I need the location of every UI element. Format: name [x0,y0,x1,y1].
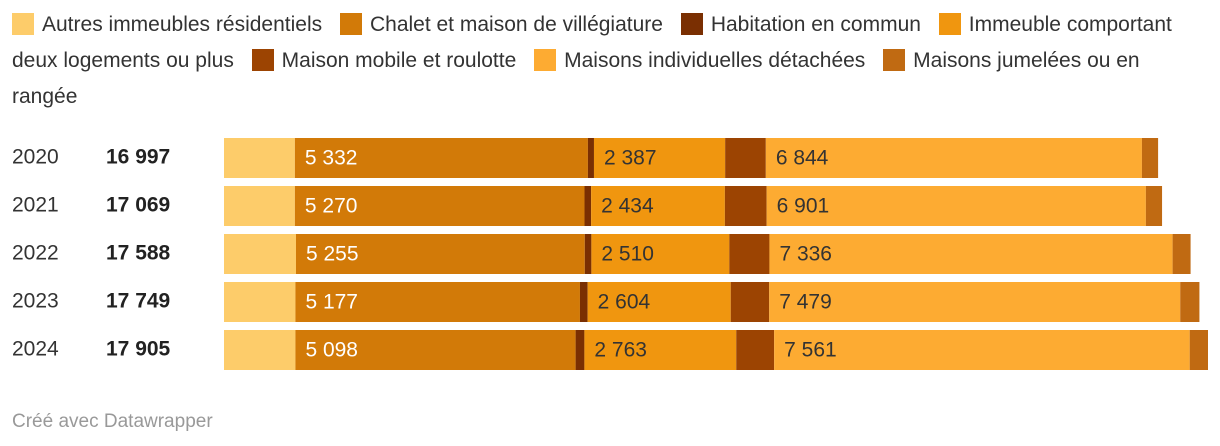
total-label: 16 997 [106,146,170,169]
legend-swatch [534,49,557,71]
value-label: 2 387 [604,147,657,170]
bar-segment [724,186,767,226]
bar-segment [584,234,592,274]
legend-label: Autres immeubles résidentiels [42,13,323,36]
bar-segment [1189,330,1208,370]
bar-segment [769,282,1181,322]
bar-segment [591,186,725,226]
year-label: 2021 [12,194,59,217]
legend-label: Habitation en commun [710,13,921,36]
year-label: 2024 [12,338,59,361]
total-label: 17 588 [106,242,171,265]
source: Créé avec Datawrapper [12,411,213,432]
bar-segment [579,282,588,322]
value-label: 7 336 [779,243,832,266]
legend-swatch [938,13,961,35]
bar-segment [593,138,726,178]
total-label: 17 749 [106,290,170,313]
value-label: 6 901 [777,195,830,218]
legend-label: Immeuble comportant deux logements ou pl… [12,13,1172,72]
legend-item: Chalet et maison de villégiature [339,13,663,36]
legend-label: Maison mobile et roulotte [281,49,517,72]
legend-item: Maison mobile et roulotte [251,49,517,72]
value-label: 5 098 [305,339,358,362]
bar-segment [765,138,1142,178]
year-label: 2023 [12,290,59,313]
bar-segment [1180,282,1200,322]
bar-segment [294,186,585,226]
bar-segment [587,138,594,178]
legend-swatch [680,13,703,35]
value-label: 5 255 [306,243,359,266]
bar-segment [294,138,588,178]
bar-segment [1172,234,1191,274]
legend-item: Immeuble comportant deux logements ou pl… [12,13,1172,72]
value-label: 2 510 [601,243,654,266]
bar-segment [1141,138,1159,178]
bar-segment [591,234,730,274]
legend-label: Maisons jumelées ou en rangée [12,49,1140,108]
bar-segment [725,138,766,178]
bar-segment [587,282,731,322]
year-label: 2020 [12,146,59,169]
value-label: 5 270 [305,195,358,218]
value-label: 7 479 [779,291,832,314]
bar-segment [730,282,770,322]
legend-swatch [251,49,274,71]
bar-segment [295,330,576,370]
bar-segment [224,234,296,274]
year-label: 2022 [12,242,59,265]
value-label: 7 561 [784,339,837,362]
bar-segment [295,282,580,322]
bar-segment [766,186,1146,226]
legend-swatch [883,49,906,71]
legend-item: Maisons individuelles détachées [534,49,865,72]
bar-segment [774,330,1190,370]
legend-label: Maisons individuelles détachées [564,49,866,72]
bar-segment [224,330,296,370]
bar-segment [575,330,585,370]
value-label: 5 332 [305,147,358,170]
bar-segment [224,282,296,322]
legend-swatch [12,13,34,35]
bar-segment [295,234,585,274]
legend: Autres immeubles résidentiels Chalet et … [12,7,1192,115]
bar-segment [769,234,1173,274]
bar-segment [736,330,775,370]
bar-segment [584,330,737,370]
legend-label: Chalet et maison de villégiature [369,13,663,36]
value-label: 5 177 [305,291,358,314]
legend-item: Habitation en commun [680,13,921,36]
legend-item: Autres immeubles résidentiels [12,13,322,36]
bar-segment [224,138,295,178]
total-label: 17 905 [106,338,171,361]
value-label: 2 604 [598,291,651,314]
value-label: 2 434 [601,195,654,218]
total-label: 17 069 [106,194,170,217]
value-label: 2 763 [594,339,647,362]
bar-segment [1145,186,1163,226]
legend-item: Maisons jumelées ou en rangée [12,49,1140,108]
bar-segment [729,234,770,274]
bar-segment [584,186,592,226]
value-label: 6 844 [776,147,829,170]
legend-swatch [339,13,362,35]
bar-segment [224,186,295,226]
